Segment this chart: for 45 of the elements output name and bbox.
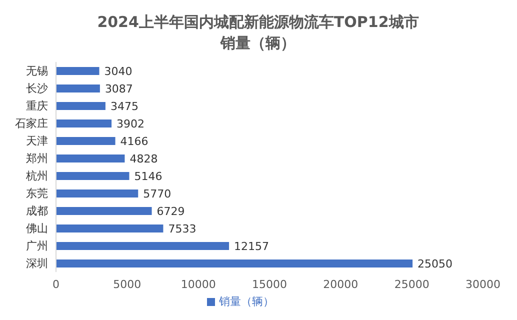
bar [56,172,130,180]
data-label: 12157 [234,240,270,253]
y-tick-label: 杭州 [25,170,48,183]
x-tick-label: 0 [52,278,60,291]
x-tick-label: 5000 [113,278,142,291]
chart-title: 2024上半年国内城配新能源物流车TOP12城市销量（辆） [96,12,420,54]
bar [56,260,413,268]
y-tick-label: 天津 [26,134,48,148]
bar [56,137,116,145]
x-tick-label: 20000 [323,278,358,291]
bar [56,84,100,92]
legend-label: 销量（辆） [219,295,274,308]
data-label: 4166 [120,134,148,148]
data-label: 3902 [116,117,145,130]
y-tick-label: 广州 [26,240,48,253]
x-tick-label: 30000 [466,278,500,291]
bar [56,190,138,198]
y-tick-label: 郑州 [26,152,48,166]
bar [56,67,100,75]
data-label: 3475 [110,100,138,113]
data-label: 7533 [168,222,196,236]
data-label: 3040 [104,64,132,78]
y-tick-label: 石家庄 [15,117,48,130]
bar [56,102,106,110]
x-tick-label: 25000 [394,278,430,291]
y-tick-label: 成都 [26,204,48,218]
data-label: 6729 [156,204,185,218]
x-tick-label: 10000 [180,278,216,291]
bar [56,154,125,162]
data-label: 5146 [134,170,162,183]
data-label: 3087 [104,82,133,96]
bar [56,120,112,128]
data-label: 5770 [143,187,172,200]
x-tick-label: 15000 [252,278,287,291]
y-tick-label: 东莞 [26,187,48,200]
data-label: 4828 [130,152,158,166]
y-tick-label: 佛山 [26,222,48,236]
bar [56,207,152,215]
data-label: 25050 [418,257,453,270]
y-tick-label: 长沙 [26,82,48,96]
bar [56,242,230,250]
y-tick-label: 深圳 [26,257,48,270]
y-tick-label: 重庆 [26,100,48,113]
bar [56,224,164,232]
y-tick-label: 无锡 [26,64,48,78]
